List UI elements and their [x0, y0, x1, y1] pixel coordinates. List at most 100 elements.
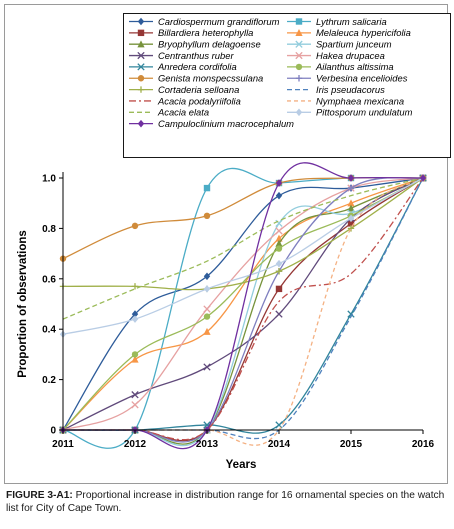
legend-label: Acacia elata: [157, 107, 209, 118]
y-tick-label: 0.8: [42, 224, 56, 235]
data-point: [347, 199, 355, 207]
data-point: [347, 184, 355, 192]
x-tick-label: 2013: [196, 439, 219, 450]
legend-label: Ailanthus altissima: [315, 61, 394, 72]
y-tick-label: 0: [50, 426, 56, 437]
legend-item-acacia-elata: Acacia elata: [129, 107, 209, 118]
data-point: [131, 391, 139, 399]
y-tick-label: 0.6: [42, 274, 56, 285]
legend-label: Acacia podalyriifolia: [157, 95, 241, 106]
legend-item-genista-monspecssulana: Genista monspecssulana: [129, 73, 263, 84]
legend-marker: [137, 29, 145, 37]
legend-marker: [137, 86, 145, 93]
legend-item-spartium-junceum: Spartium junceum: [287, 39, 392, 50]
legend-item-nymphaea-mexicana: Nymphaea mexicana: [287, 95, 404, 106]
y-tick-label: 0.2: [42, 375, 56, 386]
legend: Cardiospermum grandiflorum Lythrum salica…: [129, 16, 413, 129]
legend-item-acacia-podalyriifolia: Acacia podalyriifolia: [129, 95, 241, 106]
x-tick-label: 2012: [124, 439, 147, 450]
legend-label: Anredera cordifolia: [157, 61, 237, 72]
data-point: [275, 179, 283, 187]
data-point: [275, 245, 283, 252]
legend-item-anredera-cordifolia: Anredera cordifolia: [129, 61, 237, 72]
legend-item-lythrum-salicaria: Lythrum salicaria: [287, 16, 387, 27]
data-point: [275, 227, 283, 235]
legend-item-cardiospermum-grandiflorum: Cardiospermum grandiflorum: [129, 16, 280, 27]
legend-marker: [295, 63, 303, 71]
y-tick-label: 0.4: [42, 325, 56, 336]
legend-marker: [295, 51, 303, 60]
legend-label: Nymphaea mexicana: [316, 95, 404, 106]
legend-marker: [137, 119, 145, 128]
data-point: [203, 327, 211, 335]
legend-label: Centranthus ruber: [158, 50, 234, 61]
legend-label: Spartium junceum: [316, 39, 392, 50]
legend-item-campuloclinium-macrocephalum: Campuloclinium macrocephalum: [129, 118, 294, 129]
figure-caption: FIGURE 3-A1: Proportional increase in di…: [6, 489, 450, 515]
series-line: [62, 177, 424, 431]
legend-marker: [295, 40, 303, 48]
series-acacia-elata: [62, 177, 424, 320]
data-point: [203, 305, 211, 313]
legend-label: Campuloclinium macrocephalum: [158, 118, 294, 129]
legend-label: Cortaderia selloana: [158, 84, 239, 95]
y-axis-title: Proportion of observations: [17, 230, 29, 378]
legend-box: [123, 13, 451, 158]
data-point: [275, 285, 283, 293]
legend-item-billardiera-heterophylla: Billardiera heterophylla: [129, 27, 253, 38]
legend-marker: [295, 108, 303, 117]
legend-label: Bryophyllum delagoense: [158, 39, 261, 50]
legend-item-verbesina-encelioides: Verbesina encelioides: [287, 73, 408, 84]
data-point: [203, 184, 211, 192]
data-point: [347, 220, 355, 227]
legend-item-centranthus-ruber: Centranthus ruber: [129, 50, 234, 61]
legend-item-iris-pseudacorus: Iris pseudacorus: [287, 84, 385, 95]
legend-label: Pittosporum undulatum: [316, 107, 413, 118]
caption-label: FIGURE 3-A1:: [6, 490, 73, 501]
x-tick-label: 2016: [412, 439, 435, 450]
data-point: [275, 310, 283, 318]
data-point: [203, 285, 211, 293]
data-point: [275, 191, 283, 200]
x-tick-label: 2015: [340, 439, 363, 450]
data-point: [131, 283, 139, 290]
legend-label: Billardiera heterophylla: [158, 27, 253, 38]
legend-item-pittosporum-undulatum: Pittosporum undulatum: [287, 107, 413, 118]
data-point: [131, 310, 139, 318]
series-line: [62, 177, 424, 320]
legend-label: Genista monspecssulana: [158, 73, 263, 84]
data-point: [347, 174, 355, 182]
legend-marker: [137, 17, 145, 26]
data-point: [275, 421, 283, 429]
legend-label: Hakea drupacea: [316, 50, 385, 61]
legend-label: Iris pseudacorus: [316, 84, 385, 95]
legend-marker: [137, 63, 145, 71]
data-point: [203, 272, 211, 281]
y-tick-label: 1.0: [42, 174, 56, 185]
data-point: [347, 225, 355, 232]
legend-marker: [295, 75, 303, 82]
legend-label: Cardiospermum grandiflorum: [158, 16, 280, 27]
legend-label: Verbesina encelioides: [316, 73, 408, 84]
data-point: [203, 363, 211, 371]
legend-marker: [295, 29, 303, 37]
data-point: [347, 310, 355, 318]
data-point: [347, 204, 355, 212]
data-point: [203, 313, 211, 320]
legend-label: Melaleuca hypericifolia: [316, 27, 411, 38]
data-point: [347, 214, 355, 223]
legend-marker: [137, 75, 145, 82]
legend-marker: [295, 18, 303, 25]
data-point: [131, 351, 139, 358]
x-tick-label: 2014: [268, 439, 291, 450]
legend-label: Lythrum salicaria: [316, 16, 387, 27]
legend-item-cortaderia-selloana: Cortaderia selloana: [129, 84, 239, 95]
x-axis-title: Years: [226, 459, 257, 471]
series-line: [62, 177, 424, 291]
legend-item-bryophyllum-delagoense: Bryophyllum delagoense: [129, 39, 261, 50]
data-point: [131, 222, 139, 230]
data-point: [275, 239, 283, 247]
data-point: [275, 268, 283, 275]
data-point: [275, 259, 283, 268]
